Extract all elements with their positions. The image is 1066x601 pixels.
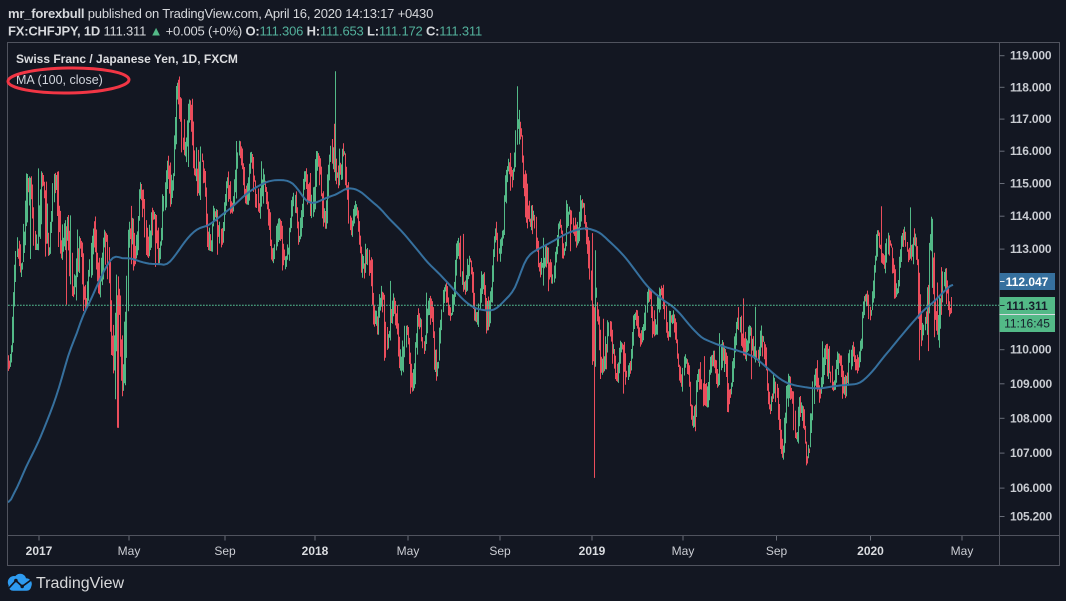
svg-text:118.000: 118.000 bbox=[1010, 80, 1052, 94]
svg-text:109.000: 109.000 bbox=[1010, 377, 1053, 391]
svg-text:107.000: 107.000 bbox=[1010, 446, 1053, 460]
svg-text:2018: 2018 bbox=[302, 544, 329, 558]
svg-text:Swiss Franc / Japanese Yen, 1D: Swiss Franc / Japanese Yen, 1D, FXCM bbox=[16, 52, 238, 66]
svg-text:111.311: 111.311 bbox=[1006, 299, 1048, 313]
svg-text:May: May bbox=[672, 544, 695, 558]
svg-text:117.000: 117.000 bbox=[1010, 112, 1052, 126]
svg-text:mr_forexbull published on Trad: mr_forexbull published on TradingView.co… bbox=[8, 6, 433, 21]
svg-text:2019: 2019 bbox=[579, 544, 606, 558]
svg-text:112.047: 112.047 bbox=[1006, 275, 1049, 289]
svg-text:May: May bbox=[118, 544, 141, 558]
svg-text:119.000: 119.000 bbox=[1010, 49, 1052, 63]
svg-text:Sep: Sep bbox=[489, 544, 511, 558]
svg-text:11:16:45: 11:16:45 bbox=[1004, 317, 1050, 331]
svg-text:FX:CHFJPY, 1D 111.311 ▲ +0.00: FX:CHFJPY, 1D 111.311 ▲ +0.005 (+0%) O:1… bbox=[8, 24, 482, 39]
svg-text:115.000: 115.000 bbox=[1010, 177, 1052, 191]
svg-text:113.000: 113.000 bbox=[1010, 242, 1052, 256]
svg-text:MA (100, close): MA (100, close) bbox=[16, 73, 103, 87]
svg-text:2020: 2020 bbox=[857, 544, 884, 558]
svg-text:Sep: Sep bbox=[766, 544, 788, 558]
svg-text:110.000: 110.000 bbox=[1010, 343, 1052, 357]
svg-text:TradingView: TradingView bbox=[36, 575, 124, 592]
svg-text:Sep: Sep bbox=[214, 544, 236, 558]
svg-text:May: May bbox=[397, 544, 420, 558]
svg-text:May: May bbox=[951, 544, 974, 558]
svg-text:105.200: 105.200 bbox=[1010, 510, 1053, 524]
svg-text:2017: 2017 bbox=[26, 544, 53, 558]
svg-text:106.000: 106.000 bbox=[1010, 481, 1053, 495]
svg-text:116.000: 116.000 bbox=[1010, 144, 1052, 158]
svg-text:108.000: 108.000 bbox=[1010, 411, 1053, 425]
svg-text:114.000: 114.000 bbox=[1010, 209, 1052, 223]
